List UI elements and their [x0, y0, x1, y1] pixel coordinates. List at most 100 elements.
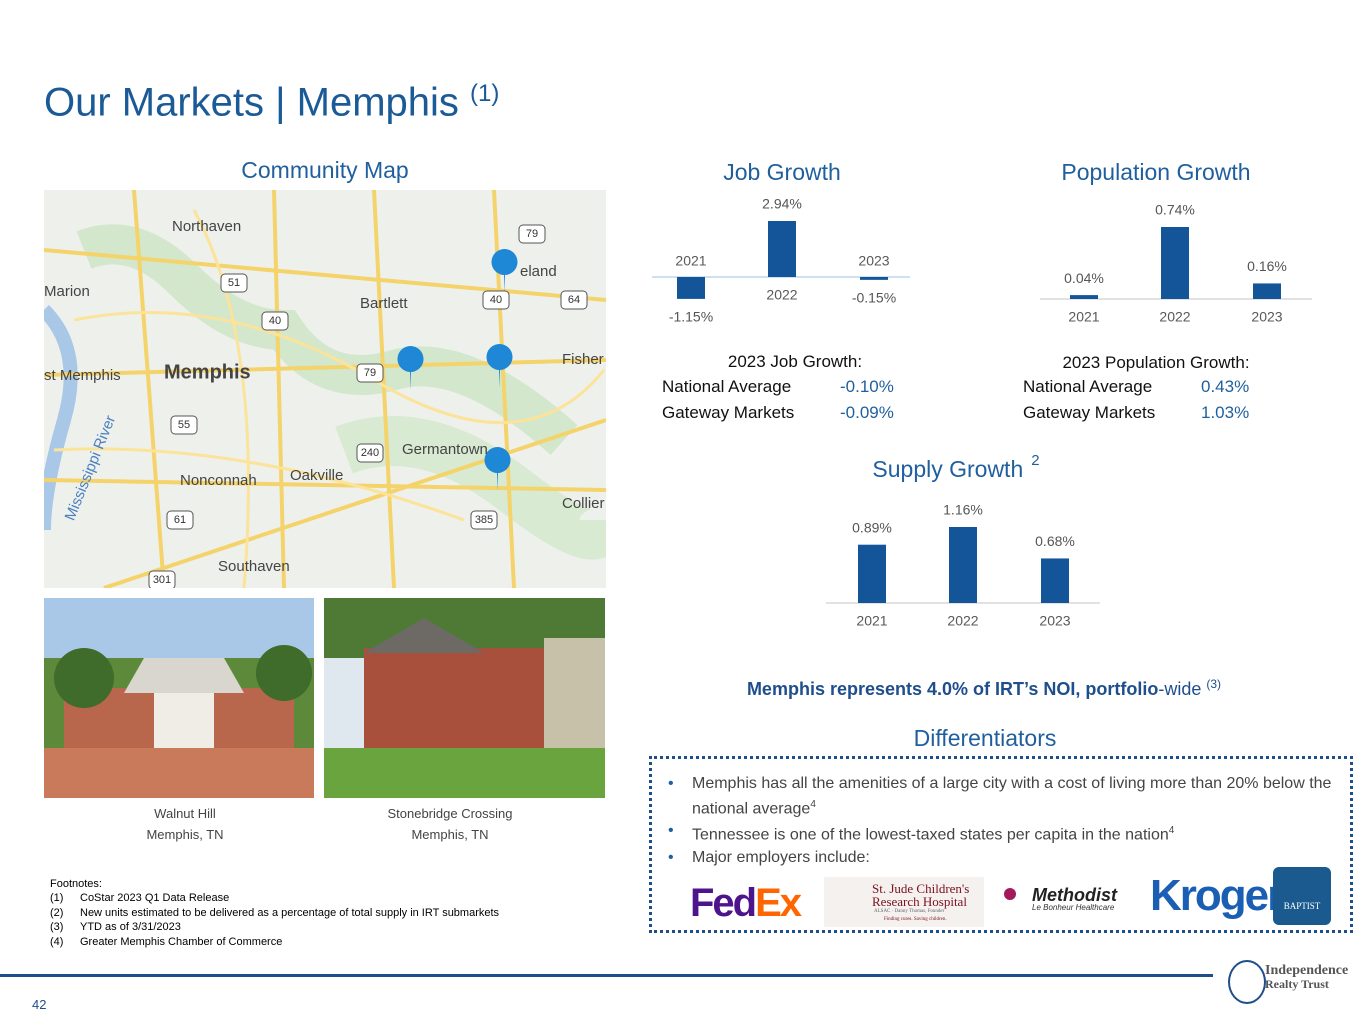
map-shield [356, 363, 384, 383]
x-tick-label: 2022 [766, 287, 797, 303]
stat-value: -0.10% [840, 377, 894, 396]
photo-caption: Stonebridge Crossing [387, 806, 513, 821]
logo-baptist: BAPTIST [1273, 867, 1331, 925]
footnote-number: (2) [50, 906, 64, 919]
footnote: (2) New units estimated to be delivered a… [50, 906, 499, 921]
page-number: 42 [32, 997, 47, 1012]
stat-label: Gateway Markets [662, 403, 795, 422]
bar [860, 277, 888, 280]
logo-text: Independence [1265, 963, 1349, 978]
map-place: Northaven [172, 218, 241, 235]
map-shield-label: 79 [526, 228, 538, 240]
value-label: 1.16% [943, 502, 983, 518]
bullet-text: Memphis has all the amenities of a large… [692, 775, 1332, 818]
bullet-text: Tennessee is one of the lowest-taxed sta… [692, 826, 1169, 844]
logo-text: Ex [755, 881, 802, 925]
stat-label: Gateway Markets [1023, 403, 1156, 422]
bar [1253, 283, 1281, 299]
bar [677, 277, 705, 299]
x-tick-label: 2022 [1159, 309, 1190, 325]
x-tick-label: 2023 [858, 253, 889, 269]
bullet: Memphis has all the amenities of a large… [668, 773, 1348, 819]
stat-value: -0.09% [840, 403, 894, 422]
bar [858, 544, 886, 603]
map-place: Germantown [402, 441, 488, 458]
chart-title: Job Growth [723, 159, 841, 185]
map-place: Oakville [290, 467, 343, 484]
x-tick-label: 2021 [675, 253, 706, 269]
map-shield-label: 40 [269, 315, 281, 327]
map-place: Southaven [218, 558, 290, 575]
bullet-note: 4 [1168, 825, 1175, 837]
stat-value: 1.03% [1201, 403, 1250, 422]
stat-value: 0.43% [1201, 377, 1250, 396]
logo-stjude: St. Jude Children's Research Hospital AL… [824, 877, 984, 927]
bullet-text: Major employers include: [692, 848, 870, 866]
charts: -1.15% 2021 2.94% 2022 -0.15% 2023 Job Growth 0… [652, 159, 1312, 629]
map-title: Community Map [241, 157, 409, 183]
map-shield [261, 311, 289, 331]
highlight: Memphis represents 4.0% of IRT’s NOI, po… [650, 677, 1318, 700]
footnote-text: CoStar 2023 Q1 Data Release [80, 892, 230, 904]
bullet: Major employers include: [668, 847, 1348, 868]
logo-text: Research Hospital [872, 894, 967, 909]
map-shield-label: 40 [490, 294, 502, 306]
highlight-text: -wide [1158, 679, 1202, 699]
logo-text: Fed [690, 881, 757, 925]
differentiators-box: Memphis has all the amenities of a large… [649, 756, 1353, 933]
map-shield [356, 443, 384, 463]
value-label: 2.94% [762, 196, 802, 212]
map-place: eland [520, 263, 557, 280]
logo-text: ALSAC · Danny Thomas, Founder [874, 909, 945, 914]
photo-caption: Walnut Hill [154, 806, 216, 821]
footer-rule [0, 974, 1213, 977]
map-shield [166, 510, 194, 530]
logo-text: Realty Trust [1265, 977, 1329, 991]
highlight-note: (3) [1206, 677, 1222, 691]
map-shield-label: 385 [475, 514, 493, 526]
x-tick-label: 2021 [856, 613, 887, 629]
stat-title: 2023 Population Growth: [1062, 353, 1250, 372]
footnote-text: Greater Memphis Chamber of Commerce [80, 935, 283, 948]
x-tick-label: 2023 [1251, 309, 1282, 325]
value-label: -1.15% [669, 309, 713, 325]
x-tick-label: 2022 [947, 613, 978, 629]
stat-label: National Average [662, 377, 792, 396]
footnote-text: YTD as of 3/31/2023 [80, 921, 181, 933]
value-label: 0.04% [1064, 270, 1104, 286]
map-shield-label: 79 [364, 367, 376, 379]
map-shield [148, 570, 176, 588]
chart-title-text: Population Growth [1061, 159, 1250, 185]
map-place: Marion [44, 283, 90, 300]
value-label: 0.68% [1035, 533, 1075, 549]
title-note: (1) [470, 80, 500, 107]
footnote: (4) Greater Memphis Chamber of Commerce [50, 935, 499, 950]
chart-title: Population Growth [1061, 159, 1250, 185]
logo-kroger: Kroger [1150, 871, 1284, 920]
map-shield [470, 510, 498, 530]
chart-title-note: 2 [1031, 452, 1039, 469]
logo-text: Finding cures. Saving children. [884, 917, 947, 922]
chart-title-text: Supply Growth [872, 456, 1023, 482]
photo-stonebridge [324, 598, 605, 798]
map-shield-label: 55 [178, 419, 190, 431]
footnote: (3) YTD as of 3/31/2023 [50, 920, 499, 935]
map-place: Bartlett [360, 295, 408, 312]
map-shield-label: 51 [228, 277, 240, 289]
stat-title: 2023 Job Growth: [727, 352, 863, 371]
photo-location: Memphis, TN [411, 827, 489, 842]
bullet-list: Memphis has all the amenities of a large… [668, 773, 1348, 869]
chart-title: Supply Growth 2 [872, 452, 1039, 482]
chart-title-text: Job Growth [723, 159, 841, 185]
map-place: Collier [562, 495, 605, 512]
highlight-bold: Memphis represents 4.0% of IRT’s NOI, po… [746, 679, 1159, 699]
x-tick-label: 2023 [1039, 613, 1070, 629]
map: Northaven Bartlett Memphis st Memphis Marion… [44, 190, 606, 588]
slide-title: Our Markets | Memphis (1) [44, 80, 499, 125]
map-shield [482, 290, 510, 310]
map-shield-label: 64 [568, 294, 580, 306]
value-label: 0.16% [1247, 258, 1287, 274]
map-shield [170, 415, 198, 435]
footnote-number: (1) [50, 892, 64, 904]
